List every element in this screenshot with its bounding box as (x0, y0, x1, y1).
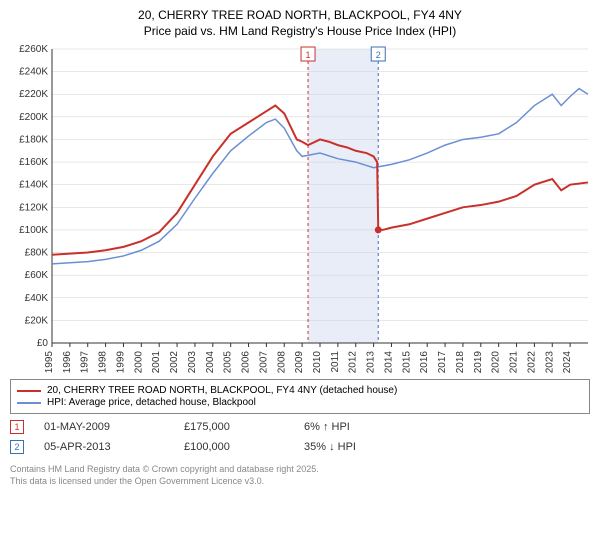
sale-date: 05-APR-2013 (44, 441, 184, 453)
x-tick-label: 1995 (44, 351, 55, 373)
x-tick-label: 1997 (80, 351, 91, 373)
chart-title: 20, CHERRY TREE ROAD NORTH, BLACKPOOL, F… (10, 8, 590, 39)
y-tick-label: £40K (25, 293, 49, 304)
title-line1: 20, CHERRY TREE ROAD NORTH, BLACKPOOL, F… (10, 8, 590, 24)
sale-row-marker: 1 (10, 420, 24, 434)
sale-price: £100,000 (184, 441, 304, 453)
footer-line1: Contains HM Land Registry data © Crown c… (10, 464, 590, 476)
sale-delta: 6% ↑ HPI (304, 421, 350, 433)
legend-swatch (17, 390, 41, 392)
x-tick-label: 2021 (509, 351, 520, 373)
x-tick-label: 2001 (151, 351, 162, 373)
x-tick-label: 2018 (455, 351, 466, 373)
y-tick-label: £200K (19, 112, 48, 123)
x-tick-label: 2005 (223, 351, 234, 373)
x-tick-label: 2011 (330, 351, 341, 373)
x-tick-label: 2013 (366, 351, 377, 373)
x-tick-label: 2010 (312, 351, 323, 373)
x-tick-label: 2024 (562, 351, 573, 373)
x-tick-label: 2015 (401, 351, 412, 373)
footer: Contains HM Land Registry data © Crown c… (10, 464, 590, 487)
x-tick-label: 1996 (62, 351, 73, 373)
x-tick-label: 2002 (169, 351, 180, 373)
y-tick-label: £20K (25, 316, 49, 327)
x-tick-label: 2007 (258, 351, 269, 373)
x-tick-label: 2014 (383, 351, 394, 373)
y-tick-label: £260K (19, 44, 48, 55)
x-tick-label: 2006 (241, 351, 252, 373)
y-tick-label: £220K (19, 89, 48, 100)
x-tick-label: 2023 (544, 351, 555, 373)
x-tick-label: 2008 (276, 351, 287, 373)
sale-delta: 35% ↓ HPI (304, 441, 356, 453)
x-tick-label: 2004 (205, 351, 216, 373)
y-tick-label: £120K (19, 202, 48, 213)
sale-price: £175,000 (184, 421, 304, 433)
x-tick-label: 1999 (115, 351, 126, 373)
y-tick-label: £160K (19, 157, 48, 168)
x-tick-label: 2022 (526, 351, 537, 373)
y-tick-label: £80K (25, 248, 49, 259)
legend-label: 20, CHERRY TREE ROAD NORTH, BLACKPOOL, F… (47, 385, 397, 396)
chart-area: £0 £20K £40K £60K £80K £100K £120K £140K £160K £1… (10, 43, 590, 373)
footer-line2: This data is licensed under the Open Gov… (10, 476, 590, 488)
x-tick-label: 1998 (98, 351, 109, 373)
sale-row: 2 05-APR-2013£100,00035% ↓ HPI (10, 440, 590, 454)
x-tick-label: 2016 (419, 351, 430, 373)
y-tick-label: £60K (25, 270, 49, 281)
sale-marker-number: 2 (376, 50, 381, 60)
title-line2: Price paid vs. HM Land Registry's House … (10, 24, 590, 40)
legend: 20, CHERRY TREE ROAD NORTH, BLACKPOOL, F… (10, 379, 590, 414)
x-tick-label: 2000 (133, 351, 144, 373)
sale-marker-number: 1 (306, 50, 311, 60)
legend-item: HPI: Average price, detached house, Blac… (17, 397, 583, 408)
sales-list: 1 01-MAY-2009£175,0006% ↑ HPI 2 05-APR-2013… (10, 420, 590, 454)
legend-swatch (17, 402, 41, 404)
sale-date: 01-MAY-2009 (44, 421, 184, 433)
x-tick-label: 2017 (437, 351, 448, 373)
shaded-band (308, 49, 378, 343)
x-tick-label: 2012 (348, 351, 359, 373)
chart-container: 20, CHERRY TREE ROAD NORTH, BLACKPOOL, F… (0, 0, 600, 560)
sale-row-marker: 2 (10, 440, 24, 454)
x-tick-label: 2019 (473, 351, 484, 373)
sale-dot (375, 227, 382, 234)
y-tick-label: £180K (19, 135, 48, 146)
x-tick-label: 2009 (294, 351, 305, 373)
y-tick-label: £0 (37, 338, 49, 349)
y-tick-label: £140K (19, 180, 48, 191)
y-tick-label: £100K (19, 225, 48, 236)
legend-label: HPI: Average price, detached house, Blac… (47, 397, 256, 408)
line-chart-svg: £0 £20K £40K £60K £80K £100K £120K £140K £160K £1… (10, 43, 590, 373)
x-tick-label: 2003 (187, 351, 198, 373)
y-tick-label: £240K (19, 67, 48, 78)
legend-item: 20, CHERRY TREE ROAD NORTH, BLACKPOOL, F… (17, 385, 583, 396)
sale-row: 1 01-MAY-2009£175,0006% ↑ HPI (10, 420, 590, 434)
x-tick-label: 2020 (491, 351, 502, 373)
